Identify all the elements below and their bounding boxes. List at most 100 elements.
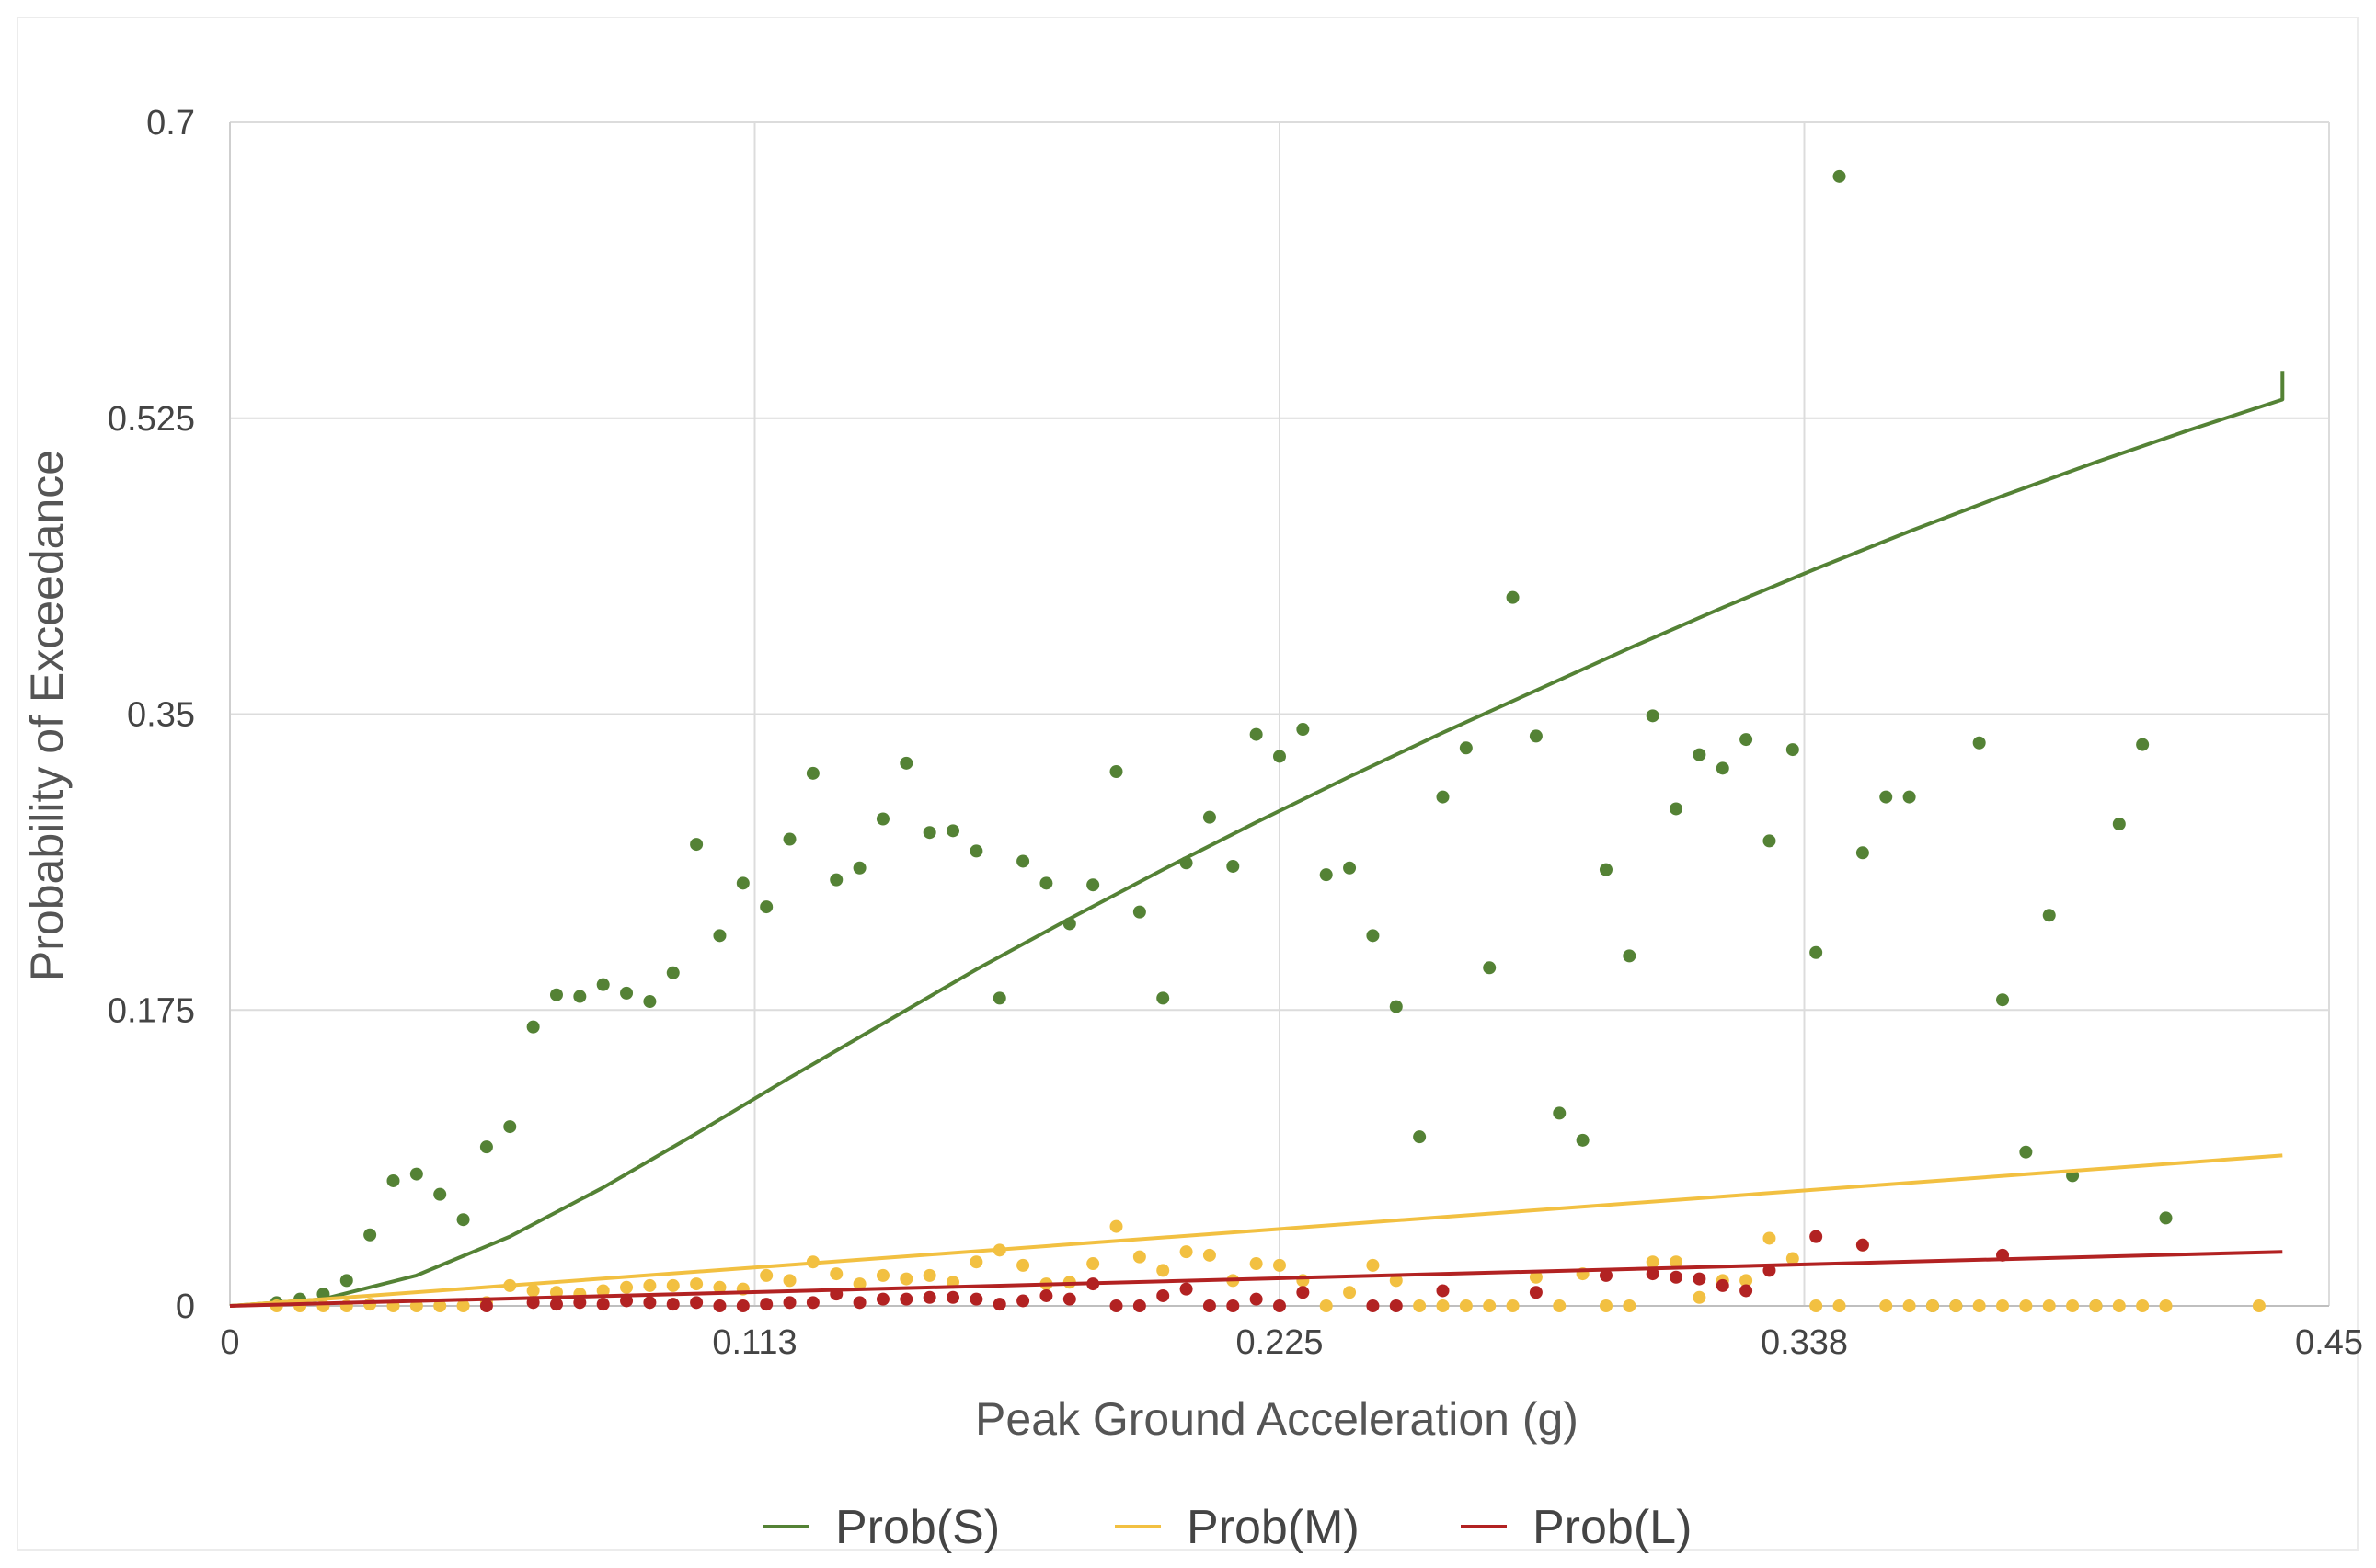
data-point-probm (2136, 1299, 2150, 1312)
data-point-probm (1109, 1219, 1123, 1233)
data-point-probs (876, 812, 890, 826)
data-point-probm (830, 1267, 844, 1281)
data-point-probm (1739, 1274, 1753, 1288)
y-tick-label: 0.525 (108, 400, 195, 439)
data-point-probs (1693, 748, 1706, 761)
data-point-probm (1832, 1299, 1846, 1312)
data-point-probs (1389, 1000, 1403, 1013)
data-point-probm (1366, 1258, 1380, 1272)
data-point-probs (900, 756, 913, 770)
data-point-probs (923, 826, 936, 840)
legend-label-probm: Prob(M) (1187, 1501, 1360, 1554)
data-point-probs (830, 873, 844, 887)
data-point-probm (1132, 1250, 1146, 1264)
data-point-probm (1809, 1299, 1823, 1312)
data-point-probs (806, 766, 820, 780)
data-point-probl (1039, 1288, 1053, 1302)
fit-curve-probs (229, 371, 2285, 1308)
data-point-probs (783, 832, 797, 846)
data-point-probs (1716, 761, 1729, 775)
data-point-probl (1202, 1299, 1216, 1312)
data-point-probm (1879, 1299, 1893, 1312)
x-tick-label: 0 (220, 1323, 239, 1362)
data-point-probl (853, 1296, 867, 1310)
data-point-probm (1202, 1248, 1216, 1262)
chart-frame (17, 17, 2359, 1551)
tick-labels: 0 0.113 0.225 0.338 0.45 0 0.175 0.35 0.525 0.7 (108, 104, 2363, 1362)
data-point-probs (433, 1187, 447, 1201)
data-point-probm (363, 1298, 377, 1311)
legend: Prob(S) Prob(M) Prob(L) (763, 1501, 1692, 1554)
data-point-probs (1855, 846, 1869, 860)
data-point-probm (1553, 1299, 1567, 1312)
data-point-probm (1670, 1255, 1683, 1269)
data-point-probm (1436, 1299, 1450, 1312)
data-point-probm (1459, 1299, 1473, 1312)
data-point-probl (760, 1298, 774, 1311)
data-point-probs (1670, 802, 1683, 816)
data-point-probs (1109, 765, 1123, 779)
data-point-probm (760, 1268, 774, 1282)
data-point-probs (947, 824, 960, 838)
x-tick-label: 0.338 (1761, 1323, 1848, 1362)
fit-curve-probl (229, 1250, 2283, 1308)
x-axis-title: Peak Ground Acceleration (g) (975, 1393, 1578, 1445)
data-point-probm (1016, 1258, 1030, 1272)
data-point-probs (736, 876, 750, 890)
data-point-probl (643, 1296, 657, 1310)
data-point-probs (1646, 709, 1659, 723)
data-point-probm (1646, 1255, 1659, 1269)
data-point-probl (1249, 1292, 1263, 1306)
data-point-probm (853, 1277, 867, 1291)
data-point-probs (1413, 1130, 1427, 1144)
x-tick-label: 0.45 (2295, 1323, 2363, 1362)
data-point-probm (596, 1284, 610, 1298)
data-point-probl (1739, 1284, 1753, 1298)
data-point-probs (1972, 736, 1986, 750)
data-point-probs (1785, 743, 1799, 757)
data-point-probs (1156, 991, 1170, 1005)
data-point-probs (1553, 1106, 1567, 1120)
data-point-probl (690, 1296, 704, 1310)
data-point-probl (573, 1296, 587, 1310)
data-point-probs (2019, 1145, 2033, 1159)
data-point-probs (363, 1228, 377, 1242)
data-point-probm (713, 1280, 727, 1294)
data-point-probm (1506, 1299, 1520, 1312)
data-point-probm (923, 1268, 936, 1282)
data-point-probs (1529, 729, 1543, 743)
data-point-probs (1506, 590, 1520, 604)
data-point-probs (690, 838, 704, 852)
fit-curve-probm (229, 1153, 2283, 1308)
x-tick-label: 0.225 (1235, 1323, 1323, 1362)
data-point-probm (1972, 1299, 1986, 1312)
data-point-probl (1132, 1299, 1146, 1312)
data-point-probl (549, 1298, 563, 1311)
y-tick-label: 0.35 (127, 696, 195, 735)
data-point-probm (1949, 1299, 1963, 1312)
data-point-probm (643, 1278, 657, 1292)
data-point-probm (2252, 1299, 2266, 1312)
data-point-probl (806, 1296, 820, 1310)
data-point-probl (1109, 1299, 1123, 1312)
fit-curves (229, 371, 2285, 1308)
data-point-probm (1902, 1299, 1916, 1312)
data-point-probs (479, 1140, 493, 1154)
data-point-probs (2159, 1211, 2173, 1225)
data-point-probm (433, 1299, 447, 1312)
data-point-probs (386, 1173, 400, 1187)
data-point-probm (1925, 1299, 1939, 1312)
data-point-probm (1249, 1257, 1263, 1271)
data-point-probs (549, 988, 563, 1001)
data-point-probs (1132, 905, 1146, 919)
data-point-probs (1273, 750, 1286, 763)
legend-label-probl: Prob(L) (1532, 1501, 1692, 1554)
data-point-probl (1529, 1286, 1543, 1299)
data-point-probs (1879, 790, 1893, 804)
data-point-probs (1249, 727, 1263, 741)
data-point-probs (1832, 169, 1846, 183)
data-point-probl (947, 1290, 960, 1304)
data-point-probl (1436, 1284, 1450, 1298)
data-point-probl (1016, 1294, 1030, 1308)
